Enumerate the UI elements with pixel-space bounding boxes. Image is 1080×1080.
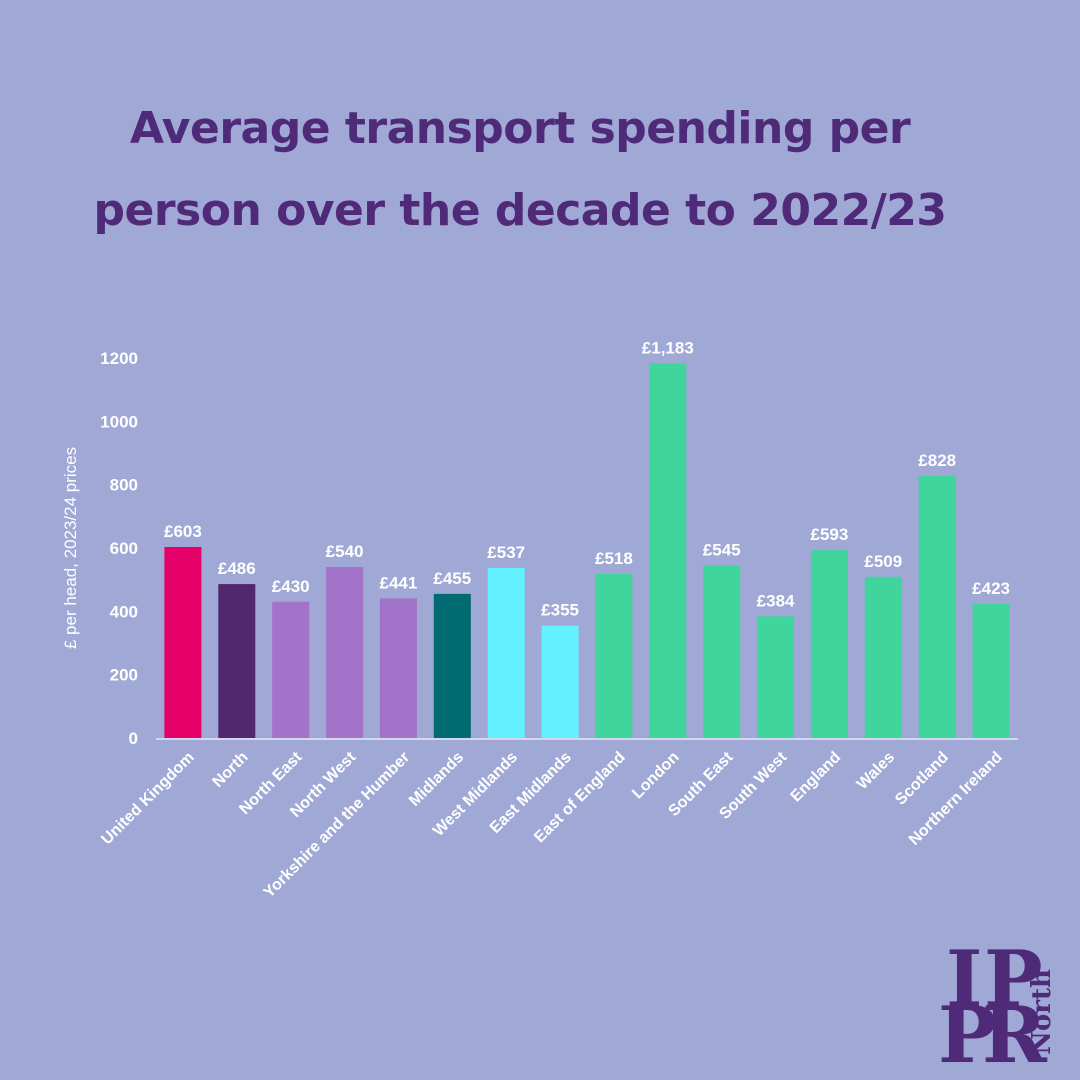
bar (810, 550, 848, 738)
bar (541, 625, 579, 738)
bar (272, 601, 310, 738)
bar (703, 565, 741, 738)
bar (487, 568, 525, 738)
y-tick-label: 400 (110, 602, 138, 621)
data-label: £593 (810, 525, 848, 544)
y-tick-label: 800 (110, 476, 138, 495)
chart-title: Average transport spending per person ov… (0, 88, 1040, 252)
data-label: £545 (703, 540, 741, 559)
bar (972, 604, 1010, 738)
y-tick-label: 600 (110, 539, 138, 558)
data-labels: £603 £486 £430 £540 £441 £455 £537 £355 £518 £1,1… (164, 338, 1010, 619)
y-axis-title: £ per head, 2023/24 prices (61, 447, 80, 649)
data-label: £486 (218, 559, 256, 578)
y-tick-label: 200 (110, 666, 138, 685)
y-tick-label: 1000 (100, 412, 138, 431)
logo-word: North (1027, 969, 1057, 1055)
logo-letter: I (946, 934, 983, 1025)
bar (164, 547, 202, 738)
y-tick-label: 1200 (100, 349, 138, 368)
bar (218, 584, 256, 738)
data-label: £423 (972, 579, 1010, 598)
logo-letter: P (984, 934, 1043, 1025)
logo-letter: P (938, 990, 997, 1080)
bar (433, 593, 471, 738)
bars (164, 363, 1010, 738)
bar (918, 475, 956, 738)
data-label: £540 (326, 542, 364, 561)
chart-title-line: person over the decade to 2022/23 (93, 185, 948, 236)
data-label: £603 (164, 522, 202, 541)
data-label: £509 (864, 552, 902, 571)
data-label: £384 (757, 591, 795, 610)
y-tick-label: 0 (129, 729, 138, 748)
chart-title-line: Average transport spending per (129, 103, 911, 154)
data-label: £441 (379, 573, 417, 592)
bar (757, 616, 795, 738)
data-label: £1,183 (642, 338, 694, 357)
data-label: £455 (433, 569, 471, 588)
bar (649, 363, 687, 738)
data-label: £430 (272, 577, 310, 596)
data-label: £355 (541, 601, 579, 620)
bar (326, 567, 364, 738)
data-label: £518 (595, 549, 633, 568)
y-axis: 0 200 400 600 800 1000 1200 (100, 349, 138, 748)
bar (595, 574, 633, 738)
data-label: £537 (487, 543, 525, 562)
bar (864, 576, 902, 738)
data-label: £828 (918, 451, 956, 470)
bar (379, 598, 417, 738)
logo-letter: R (982, 990, 1048, 1080)
